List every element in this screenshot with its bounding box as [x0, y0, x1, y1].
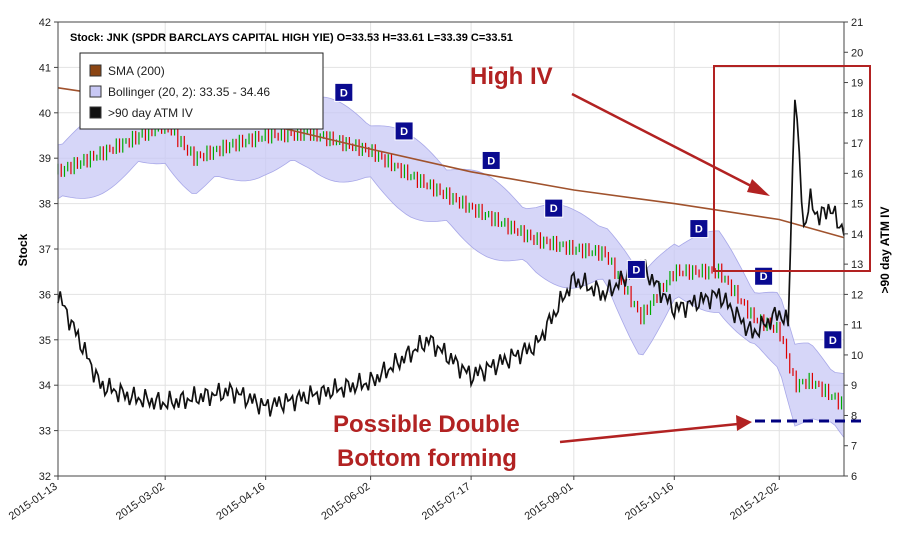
annotation-double-bottom-line2: Bottom forming: [337, 445, 517, 472]
legend-swatch-iv: [89, 106, 102, 119]
double-bottom-arrow: [559, 422, 739, 444]
dividend-marker-label: D: [829, 335, 837, 347]
y-left-tick-label: 34: [39, 380, 51, 392]
y-right-tick-label: 9: [851, 380, 857, 392]
dividend-marker-label: D: [760, 271, 768, 283]
y-right-tick-label: 7: [851, 441, 857, 453]
y-right-tick-label: 17: [851, 138, 863, 150]
dividend-marker-label: D: [632, 264, 640, 276]
y-right-tick-label: 12: [851, 289, 863, 301]
iv-line: [57, 99, 845, 417]
annotation-high-iv: High IV: [470, 63, 553, 90]
legend-label-iv: >90 day ATM IV: [108, 106, 193, 120]
y-right-tick-label: 19: [851, 78, 863, 90]
annotation-double-bottom-line1: Possible Double: [333, 411, 520, 438]
x-tick-label: 2015-12-02: [728, 481, 781, 523]
x-tick-label: 2015-07-17: [420, 481, 473, 523]
legend-swatch-bollinger: [89, 85, 102, 98]
legend-label-sma: SMA (200): [108, 64, 165, 78]
dividend-marker-label: D: [695, 224, 703, 236]
dividend-marker: [823, 330, 843, 350]
y-right-tick-label: 16: [851, 168, 863, 180]
high-iv-arrow: [571, 92, 758, 191]
y-right-tick-label: 21: [851, 17, 863, 29]
dividend-marker: [544, 198, 564, 218]
y-left-tick-label: 38: [39, 199, 51, 211]
dividend-marker: [626, 259, 646, 279]
x-tick-label: 2015-06-02: [319, 481, 372, 523]
dividend-marker-label: D: [340, 87, 348, 99]
y-right-tick-label: 15: [851, 199, 863, 211]
legend-swatch-sma: [89, 64, 102, 77]
y-right-tick-label: 20: [851, 47, 863, 59]
dividend-marker: [481, 150, 501, 170]
y-left-tick-label: 42: [39, 17, 51, 29]
y-left-tick-label: 36: [39, 289, 51, 301]
y-left-tick-label: 37: [39, 244, 51, 256]
y-axis-left-label: Stock: [16, 233, 30, 266]
y-right-tick-label: 18: [851, 108, 863, 120]
y-right-tick-label: 13: [851, 259, 863, 271]
chart-title: Stock: JNK (SPDR BARCLAYS CAPITAL HIGH Y…: [70, 32, 513, 44]
y-right-tick-label: 10: [851, 350, 863, 362]
y-left-tick-label: 40: [39, 108, 51, 120]
dividend-marker-label: D: [400, 126, 408, 138]
y-right-tick-label: 8: [851, 410, 857, 422]
high-iv-arrowhead: [747, 179, 770, 196]
dividend-marker-label: D: [550, 203, 558, 215]
dividend-marker: [394, 121, 414, 141]
x-tick-label: 2015-01-13: [7, 481, 60, 523]
x-tick-label: 2015-04-16: [214, 481, 267, 523]
high-iv-box: [713, 65, 871, 272]
y-right-tick-label: 6: [851, 471, 857, 483]
y-right-tick-label: 11: [851, 320, 862, 332]
legend: SMA (200) Bollinger (20, 2): 33.35 - 34.…: [79, 52, 324, 130]
legend-label-bollinger: Bollinger (20, 2): 33.35 - 34.46: [108, 85, 270, 99]
x-tick-label: 2015-09-01: [523, 481, 576, 523]
y-left-tick-label: 33: [39, 426, 51, 438]
x-tick-label: 2015-10-16: [623, 481, 676, 523]
y-right-tick-label: 14: [851, 229, 863, 241]
y-left-tick-label: 32: [39, 471, 51, 483]
y-axis-right-label: >90 day ATM IV: [878, 206, 892, 293]
y-left-tick-label: 39: [39, 153, 51, 165]
dividend-marker-label: D: [487, 155, 495, 167]
dividend-marker: [334, 82, 354, 102]
double-bottom-arrowhead: [736, 415, 752, 431]
x-tick-label: 2015-03-02: [114, 481, 167, 523]
y-left-tick-label: 35: [39, 335, 51, 347]
dividend-marker: [689, 219, 709, 239]
y-left-tick-label: 41: [39, 62, 51, 74]
